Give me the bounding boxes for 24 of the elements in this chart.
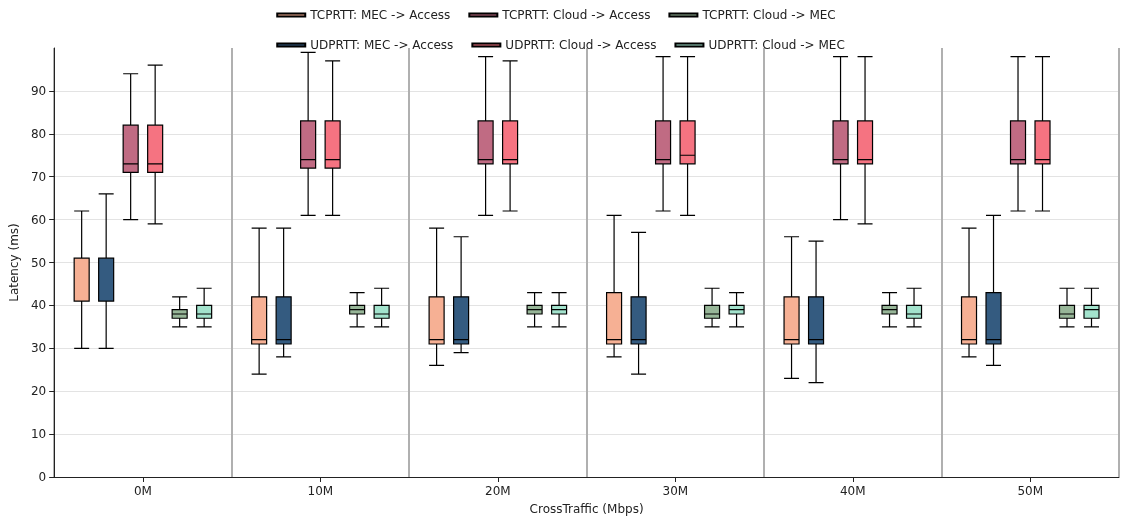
y-tick-label: 70 [30,169,47,184]
legend-label: TCPRTT: Cloud -> Access [501,8,651,22]
y-tick-label: 80 [30,126,47,141]
x-tick-label: 40M [839,484,866,498]
x-tick-label: 50M [1017,484,1044,498]
y-tick-label: 10 [30,427,47,442]
x-tick-label: 10M [307,484,334,498]
y-tick-label: 0 [38,470,47,484]
x-tick-label: 20M [485,484,511,498]
legend-label: UDPRTT: Cloud -> MEC [708,38,845,52]
y-tick-label: 30 [30,341,47,356]
legend-label: TCPRTT: MEC -> Access [309,8,451,22]
y-tick-label: 20 [30,384,47,399]
y-axis-title: Latency (ms) [7,223,21,302]
legend-label: TCPRTT: Cloud -> MEC [701,8,836,22]
x-tick-label: 0M [133,484,152,498]
x-tick-label: 30M [662,484,689,498]
y-tick-label: 40 [30,298,47,313]
y-tick-label: 50 [30,255,47,270]
legend-label: UDPRTT: Cloud -> Access [505,38,657,52]
x-axis-title: CrossTraffic (Mbps) [529,502,644,516]
legend-label: UDPRTT: MEC -> Access [310,38,454,52]
y-tick-label: 90 [30,83,47,98]
y-tick-label: 60 [30,212,47,227]
